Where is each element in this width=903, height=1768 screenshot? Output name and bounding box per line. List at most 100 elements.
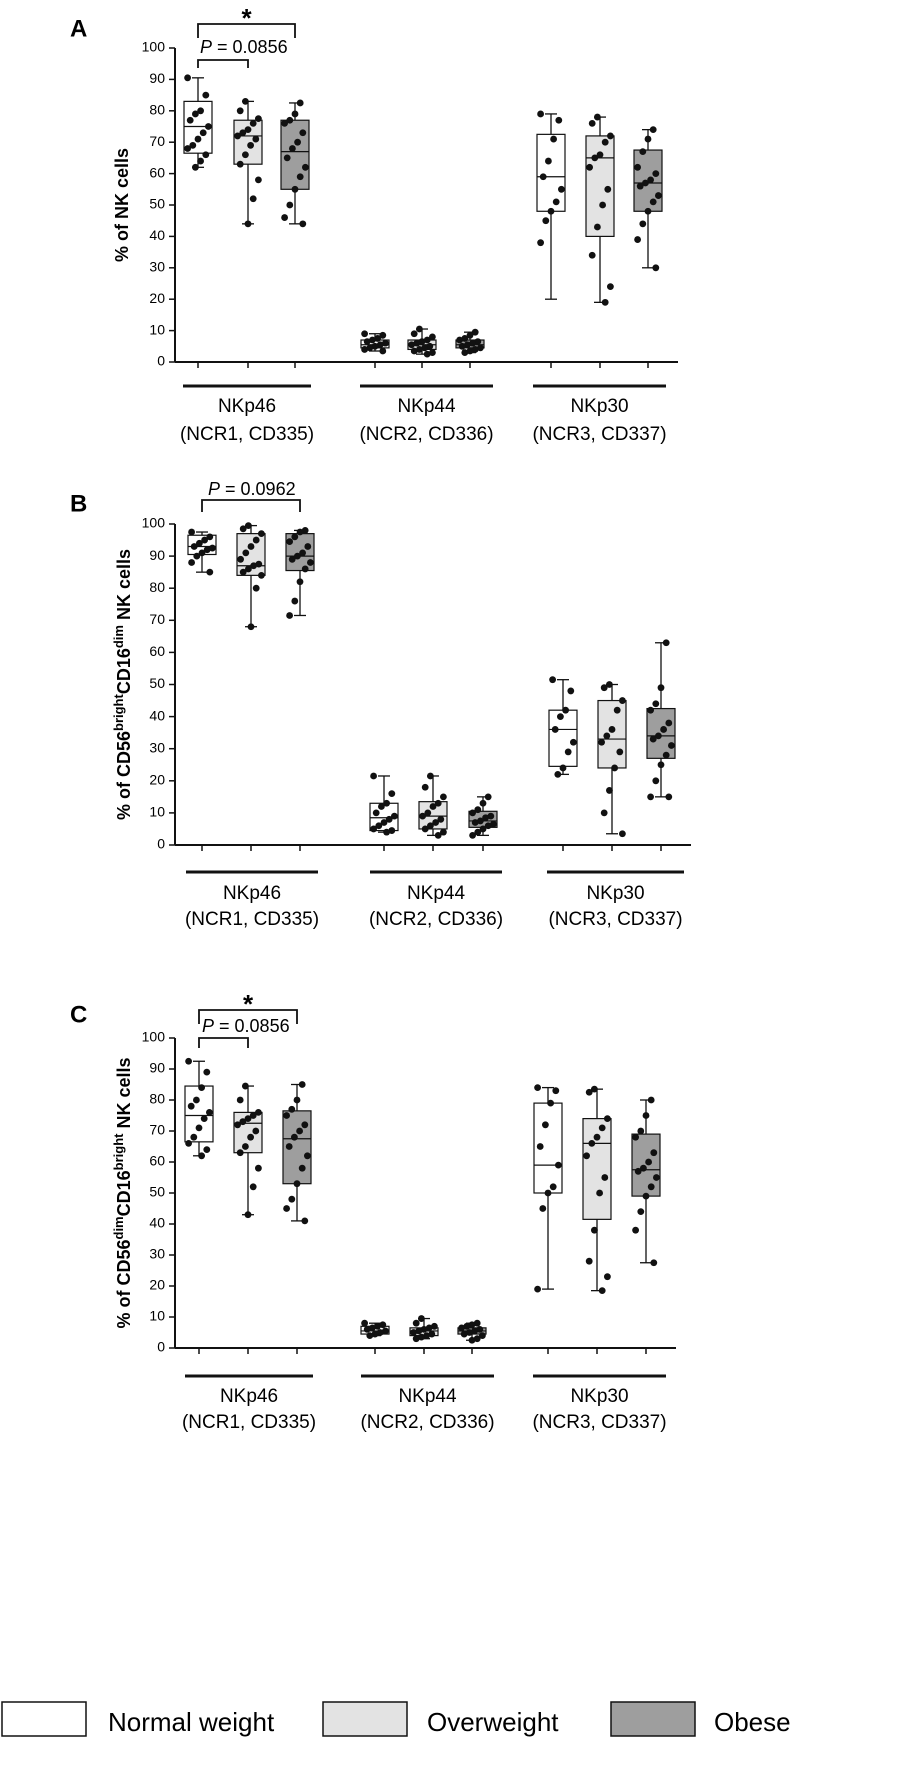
group-label-alias: (NCR2, CD336): [359, 424, 493, 445]
data-point: [474, 828, 482, 836]
data-point: [647, 793, 654, 801]
data-point: [189, 141, 197, 149]
data-point: [376, 1329, 384, 1336]
data-point: [244, 220, 252, 228]
box-normal-weight: [183, 74, 213, 171]
y-tick-label: 90: [149, 547, 165, 563]
legend-swatch: [322, 1701, 408, 1737]
data-point: [559, 764, 567, 772]
y-tick-label: 100: [142, 39, 166, 55]
data-point: [252, 536, 260, 544]
data-point: [242, 549, 250, 557]
box-normal-weight: [187, 528, 217, 576]
data-point: [552, 198, 560, 206]
y-axis-label: % of NK cells: [112, 148, 132, 262]
data-point: [554, 770, 562, 778]
data-point: [490, 820, 497, 828]
group-label-alias: (NCR3, CD337): [548, 909, 682, 930]
data-point: [184, 74, 192, 82]
data-point: [293, 1096, 301, 1104]
y-axis-label-part: dim: [111, 625, 126, 648]
data-point: [370, 772, 377, 780]
data-point: [410, 347, 418, 355]
box-normal-weight: [533, 1084, 563, 1293]
data-point: [379, 1321, 387, 1329]
data-point: [190, 1133, 198, 1141]
data-point: [456, 336, 463, 344]
data-point: [366, 344, 374, 352]
data-point: [234, 132, 242, 140]
y-tick-label: 30: [149, 739, 165, 755]
data-point: [382, 1327, 389, 1335]
data-point: [588, 119, 596, 127]
data-point: [255, 560, 263, 568]
y-tick-label: 50: [149, 675, 165, 691]
data-point: [440, 828, 447, 836]
y-tick-label: 90: [149, 1060, 165, 1076]
data-point: [236, 1149, 244, 1157]
data-point: [236, 107, 244, 115]
panel-b: B 0 10 20 30 40 50 60 70 80 90 100 % of CD56brightCD…: [70, 479, 691, 930]
data-point: [385, 815, 393, 823]
group-label-alias: (NCR3, CD337): [532, 1412, 666, 1433]
data-point: [539, 173, 547, 181]
data-point: [193, 552, 201, 560]
data-point: [378, 803, 385, 810]
y-tick-label: 80: [149, 1091, 165, 1107]
legend-item-normal-weight: Normal weight: [1, 1701, 275, 1737]
y-tick-label: 20: [149, 1277, 165, 1293]
y-axis-label-part: NK cells: [114, 1057, 134, 1133]
y-axis-label-part: CD16: [114, 648, 134, 694]
group-label-receptor: NKp44: [407, 883, 466, 904]
data-point: [429, 349, 436, 356]
p-value-number: = 0.0856: [214, 1016, 290, 1036]
data-point: [291, 533, 299, 541]
data-point: [458, 1324, 465, 1332]
data-point: [202, 151, 210, 159]
data-point: [471, 1327, 478, 1335]
box-obese: [631, 1096, 661, 1267]
legend: Normal weight Overweight Obese: [1, 1701, 791, 1737]
data-point: [591, 1085, 598, 1093]
data-point: [534, 1285, 541, 1293]
data-point: [421, 825, 429, 833]
data-point: [239, 129, 247, 137]
box-overweight: [585, 113, 615, 306]
data-point: [370, 825, 377, 833]
box-overweight: [409, 1315, 439, 1343]
group-label-receptor: NKp46: [223, 883, 281, 904]
data-point: [547, 1099, 554, 1107]
data-point: [657, 761, 665, 769]
data-point: [469, 831, 476, 839]
data-point: [369, 336, 376, 344]
data-point: [412, 1335, 420, 1343]
data-point: [650, 1259, 658, 1267]
group-label-alias: (NCR1, CD335): [182, 1412, 316, 1433]
y-tick-label: 80: [149, 102, 165, 118]
box-normal-weight: [184, 1057, 214, 1160]
data-point: [209, 544, 216, 552]
data-point: [416, 346, 423, 353]
y-tick-label: 40: [149, 1215, 165, 1231]
data-point: [421, 783, 429, 791]
data-point: [471, 346, 479, 353]
data-point: [549, 1183, 557, 1191]
data-point: [604, 1115, 611, 1122]
data-point: [637, 1127, 645, 1135]
data-point: [371, 342, 379, 350]
data-point: [245, 565, 252, 573]
group-label-receptor: NKp44: [397, 396, 456, 417]
y-tick-label: 10: [149, 321, 165, 337]
data-point: [460, 1330, 468, 1338]
data-point: [242, 1143, 249, 1150]
data-point: [434, 799, 442, 807]
data-point: [567, 687, 575, 695]
box-overweight: [233, 97, 263, 228]
data-point: [665, 719, 673, 727]
data-point: [203, 546, 211, 554]
data-point: [637, 1208, 645, 1215]
data-point: [551, 726, 559, 733]
data-point: [247, 623, 255, 631]
data-point: [555, 116, 563, 124]
